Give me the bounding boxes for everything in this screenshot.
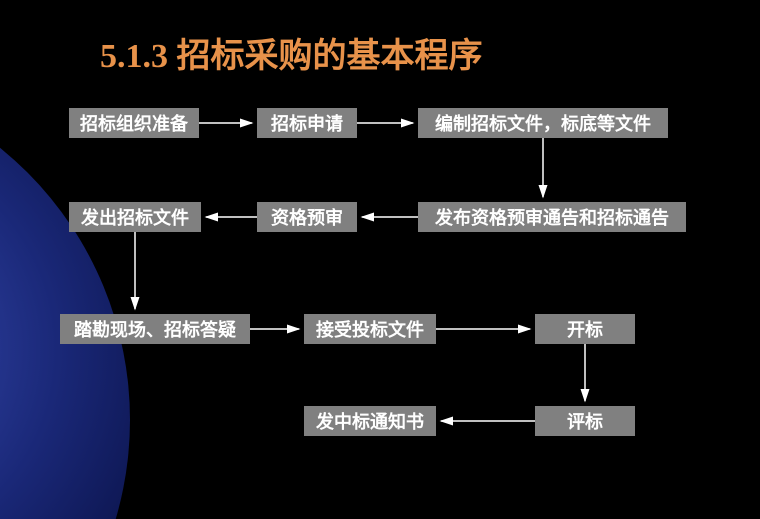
flowchart-node: 评标 (535, 406, 635, 436)
flowchart-node: 发出招标文件 (69, 202, 201, 232)
flowchart-node: 发布资格预审通告和招标通告 (418, 202, 686, 232)
flowchart-node: 开标 (535, 314, 635, 344)
flowchart-node: 招标申请 (257, 108, 357, 138)
flowchart-node: 编制招标文件，标底等文件 (418, 108, 668, 138)
flowchart-node: 接受投标文件 (304, 314, 436, 344)
flowchart-node: 资格预审 (257, 202, 357, 232)
flowchart-node: 发中标通知书 (304, 406, 436, 436)
flowchart-node: 招标组织准备 (69, 108, 199, 138)
slide: 5.1.3 招标采购的基本程序 招标组织准备 招标申请 编制招标文件，标底等文件发布… (0, 0, 760, 519)
slide-title: 5.1.3 招标采购的基本程序 (100, 28, 483, 77)
flowchart-node: 踏勘现场、招标答疑 (60, 314, 250, 344)
